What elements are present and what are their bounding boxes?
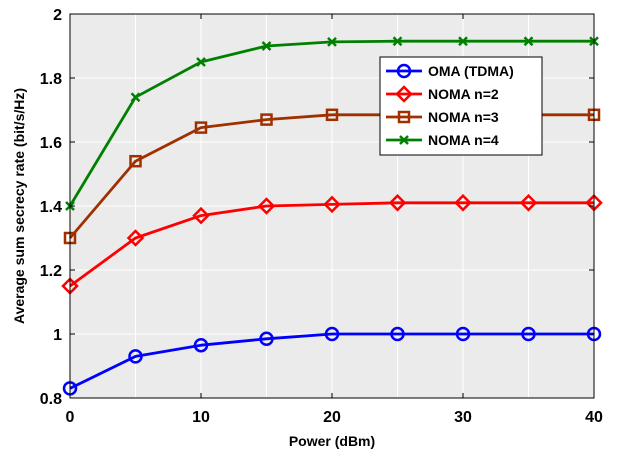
legend-label: NOMA n=2 (428, 86, 499, 102)
y-tick-label: 1 (53, 327, 62, 344)
x-marker-stroke (399, 135, 409, 145)
data-point (454, 194, 472, 212)
data-point (129, 154, 142, 168)
x-tick-label: 0 (66, 409, 75, 426)
legend-item: NOMA n=4 (386, 132, 499, 148)
data-point (323, 195, 341, 214)
data-point (193, 337, 209, 353)
data-point (455, 326, 471, 342)
data-point (194, 121, 208, 134)
legend-label: OMA (TDMA) (428, 63, 514, 79)
legend-item: OMA (TDMA) (386, 63, 514, 79)
legend-marker (396, 63, 412, 79)
data-point (325, 108, 339, 122)
x-tick-label: 30 (454, 409, 472, 426)
data-point (523, 36, 534, 47)
x-tick-label: 40 (585, 409, 603, 426)
data-point (458, 36, 468, 47)
data-point (519, 194, 538, 212)
data-point (192, 206, 210, 225)
legend-marker (399, 135, 409, 145)
x-axis-label: Power (dBm) (289, 433, 375, 449)
data-point (259, 331, 274, 347)
legend-marker (395, 85, 413, 103)
x-marker-stroke (392, 36, 403, 47)
data-point (390, 326, 405, 342)
y-tick-label: 1.6 (40, 135, 62, 152)
series-1 (62, 326, 602, 396)
y-axis-label: Average sum secrecy rate (bit/s/Hz) (11, 88, 27, 324)
legend-marker (397, 110, 411, 124)
x-marker-stroke (523, 36, 534, 47)
y-tick-label: 2 (53, 7, 62, 24)
data-point (260, 113, 273, 126)
data-point (388, 194, 407, 212)
data-point (324, 326, 340, 342)
x-marker-stroke (327, 36, 337, 47)
data-point (257, 197, 276, 215)
y-tick-label: 1.4 (40, 199, 62, 216)
data-point (196, 57, 206, 67)
x-tick-label: 10 (192, 409, 210, 426)
series-line (69, 332, 594, 390)
x-marker-stroke (261, 41, 272, 51)
x-marker-stroke (458, 36, 468, 47)
tick-layer: 0 10 20 30 40 0.8 1 1.2 1.4 1.6 1.8 2 (40, 7, 603, 426)
legend-label: NOMA n=3 (428, 109, 499, 125)
data-point (261, 41, 272, 51)
data-point (130, 92, 141, 103)
data-point (392, 36, 403, 47)
x-marker-stroke (196, 57, 206, 67)
data-point (128, 349, 143, 364)
legend-item: NOMA n=2 (386, 85, 499, 103)
x-marker-stroke (130, 92, 141, 103)
data-point (327, 36, 337, 47)
y-tick-label: 1.8 (40, 71, 62, 88)
legend-item: NOMA n=3 (386, 109, 499, 125)
data-point (521, 326, 536, 342)
y-tick-label: 0.8 (40, 391, 62, 408)
series-line (69, 201, 594, 288)
legend-label: NOMA n=4 (428, 132, 499, 148)
y-tick-label: 1.2 (40, 263, 62, 280)
legend: OMA (TDMA) NOMA n=2 NOMA n=3 NOMA n=4 (379, 56, 543, 156)
x-tick-label: 20 (323, 409, 341, 426)
data-point (126, 229, 145, 247)
